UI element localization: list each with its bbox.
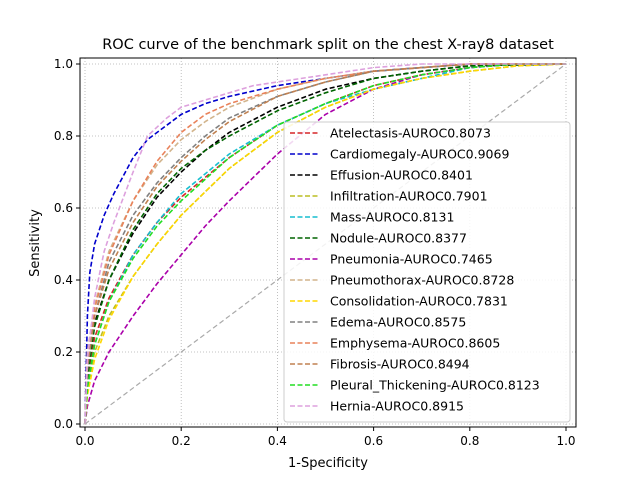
legend-box [283, 121, 571, 423]
y-tick-label: 0.2 [54, 345, 73, 359]
x-tick-label: 0.4 [268, 434, 287, 448]
series-line-12 [84, 63, 566, 425]
y-tick-label: 0.0 [54, 417, 73, 431]
series-line-13 [84, 63, 566, 425]
series-line-9 [84, 63, 566, 425]
legend-label: Edema-AUROC0.8575 [330, 315, 466, 330]
x-tick-label: 0.6 [364, 434, 383, 448]
series-line-8 [84, 63, 567, 425]
y-axis-label: Sensitivity [28, 209, 43, 277]
legend-label: Pleural_Thickening-AUROC0.8123 [330, 378, 540, 393]
legend: Atelectasis-AUROC0.8073 Cardiomegaly-AURO… [283, 121, 571, 423]
legend-label: Nodule-AUROC0.8377 [330, 231, 467, 246]
series-line-5 [84, 63, 567, 425]
series-line-1 [84, 63, 566, 425]
x-axis-label: 1-Specificity [288, 456, 368, 471]
y-tick-label: 0.4 [54, 273, 73, 287]
legend-label: Fibrosis-AUROC0.8494 [330, 357, 470, 372]
series-line-11 [84, 63, 566, 425]
legend-label: Pneumothorax-AUROC0.8728 [330, 273, 514, 288]
legend-label: Infiltration-AUROC0.7901 [330, 189, 488, 204]
legend-label: Atelectasis-AUROC0.8073 [330, 126, 491, 141]
x-tick-label: 0.8 [460, 434, 479, 448]
legend-label: Hernia-AUROC0.8915 [330, 399, 464, 414]
y-tick-label: 0.8 [54, 129, 73, 143]
legend-label: Emphysema-AUROC0.8605 [330, 336, 500, 351]
y-tick-label: 1.0 [54, 57, 73, 71]
y-tick-label: 0.6 [54, 201, 73, 215]
plot-frame [79, 57, 577, 428]
legend-label: Effusion-AUROC0.8401 [330, 168, 473, 183]
x-tick-label: 1.0 [556, 434, 575, 448]
chart-title: ROC curve of the benchmark split on the … [102, 37, 554, 53]
x-tick-label: 0.0 [75, 434, 94, 448]
legend-label: Consolidation-AUROC0.7831 [330, 294, 508, 309]
x-tick-label: 0.2 [172, 434, 191, 448]
series-lines [84, 63, 567, 425]
series-line-4 [84, 63, 566, 425]
axis-ticks: 0.0 0.2 0.4 0.6 0.8 1.0 0.0 0.2 0.4 0.6 0.8 1.0 [54, 57, 576, 448]
legend-label: Pneumonia-AUROC0.7465 [330, 252, 493, 267]
legend-label: Cardiomegaly-AUROC0.9069 [330, 147, 509, 162]
legend-label: Mass-AUROC0.8131 [330, 210, 454, 225]
